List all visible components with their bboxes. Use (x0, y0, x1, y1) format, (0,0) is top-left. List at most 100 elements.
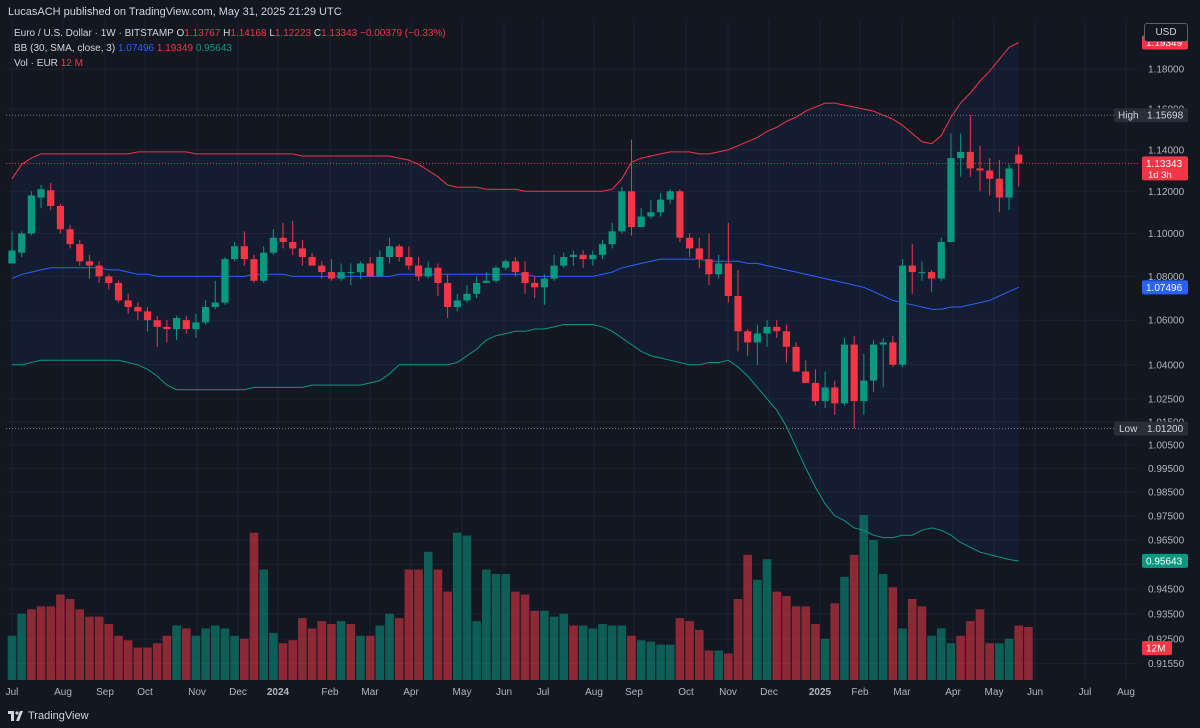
candle-body (172, 317, 181, 330)
candle-body (356, 263, 365, 273)
bb-mid-value: 1.07496 (117, 43, 155, 54)
price-change: −0.00379 (−0.33%) (360, 28, 446, 39)
low-tag: Low 1.01200 (1114, 421, 1188, 436)
volume-bar (172, 625, 181, 680)
candle-body (831, 387, 839, 404)
time-axis[interactable]: Jul Aug Sep Oct Nov Dec 2024 Feb Mar Apr May Jun Jul… (6, 687, 1135, 698)
volume-bar (230, 635, 239, 680)
volume-bar (452, 532, 462, 680)
ohlc-close-value: 1.13343 (321, 28, 358, 39)
price-tick-label: 1.02500 (1148, 394, 1185, 405)
candle-body (192, 322, 200, 330)
volume-bar (985, 643, 994, 680)
volume-bar (104, 624, 114, 680)
volume-bar (830, 603, 840, 680)
volume-bar (598, 624, 607, 680)
price-axis[interactable]: 1.180001.160001.140001.120001.100001.080… (1148, 65, 1185, 670)
volume-bars (7, 515, 1033, 680)
candle-body (850, 344, 858, 402)
volume-bar (772, 591, 782, 680)
volume-bar (356, 635, 365, 680)
tradingview-brand[interactable]: TradingView (8, 710, 89, 722)
bollinger-bands (6, 42, 1138, 562)
volume-bar (646, 641, 656, 680)
ohlc-close-label: C (313, 28, 322, 39)
volume-bar (472, 621, 481, 680)
volume-tag-bg (1142, 641, 1172, 655)
volume-bar (46, 606, 56, 680)
volume-bar (7, 635, 17, 680)
volume-bar (917, 606, 927, 680)
candle-body (860, 380, 868, 402)
candle-body (85, 261, 94, 266)
candle-body (405, 256, 413, 266)
price-tick-label: 0.98500 (1148, 487, 1185, 498)
price-tick-label: 1.00500 (1148, 440, 1185, 451)
bb-row[interactable]: BB (30, SMA, close, 3) 1.07496 1.19349 0… (14, 41, 446, 56)
candle-body (521, 272, 529, 283)
time-tick-label: Aug (54, 687, 72, 698)
price-tick-label: 0.91550 (1148, 659, 1185, 670)
volume-bar (65, 598, 75, 680)
volume-bar (743, 554, 752, 680)
candle-body (76, 244, 84, 262)
bb-lower-price-tag: 0.95643 (1142, 553, 1188, 568)
high-tag: High 1.15698 (1114, 108, 1188, 123)
volume-bar (27, 609, 36, 680)
candle-body (1005, 168, 1013, 198)
volume-bar (133, 647, 143, 680)
footer (0, 705, 1200, 728)
volume-bar (946, 643, 956, 680)
candle-body (928, 272, 936, 279)
time-tick-label: Jul (6, 687, 19, 698)
volume-bar (762, 559, 772, 680)
candle-body (376, 256, 384, 277)
symbol-name[interactable]: Euro / U.S. Dollar · 1W · BITSTAMP (14, 28, 174, 39)
candle-body (957, 151, 965, 159)
price-tick-label: 0.93500 (1148, 609, 1185, 620)
volume-bar (240, 638, 249, 680)
candle-body (8, 250, 16, 264)
ohlc-low-value: 1.12223 (274, 28, 312, 39)
candle-body (753, 333, 761, 343)
volume-bar (956, 635, 965, 680)
volume-bar (704, 650, 714, 680)
candle-body (1015, 154, 1023, 164)
high-tag-value: 1.15698 (1147, 111, 1184, 122)
candle-body (869, 344, 878, 381)
candle-body (918, 272, 926, 274)
low-tag-value: 1.01200 (1147, 424, 1184, 435)
time-tick-label: Jun (496, 687, 512, 698)
tradingview-logo-icon (8, 711, 23, 721)
volume-bar (782, 596, 791, 680)
symbol-row: Euro / U.S. Dollar · 1W · BITSTAMP O1.13… (14, 26, 446, 41)
candle-body (686, 237, 694, 249)
volume-bar (491, 573, 501, 680)
volume-bar (123, 640, 133, 680)
currency-button[interactable]: USD (1144, 23, 1188, 42)
volume-bar (995, 643, 1004, 680)
candle-body (763, 326, 771, 334)
price-tick-label: 1.06000 (1148, 316, 1185, 327)
time-tick-label: Nov (188, 687, 206, 698)
candle-body (937, 241, 945, 279)
candle-body (618, 191, 626, 232)
candle-body (308, 256, 316, 266)
time-tick-label: Aug (1117, 687, 1135, 698)
ohlc-high-value: 1.14168 (230, 28, 267, 39)
volume-bar (162, 635, 172, 680)
volume-bar (849, 554, 859, 680)
candle-body (327, 272, 336, 279)
publish-header: LucasACH published on TradingView.com, M… (0, 0, 1200, 24)
time-tick-label: May (985, 687, 1004, 698)
candle-body (695, 248, 703, 260)
publish-line: LucasACH published on TradingView.com, M… (8, 6, 342, 18)
candle-body (705, 259, 713, 275)
volume-row[interactable]: Vol · EUR 12 M (14, 56, 446, 71)
volume-bar (201, 628, 210, 680)
candle-body (18, 233, 26, 253)
candle-body (647, 212, 655, 217)
candle-body (105, 276, 113, 283)
candle-body (163, 326, 171, 330)
